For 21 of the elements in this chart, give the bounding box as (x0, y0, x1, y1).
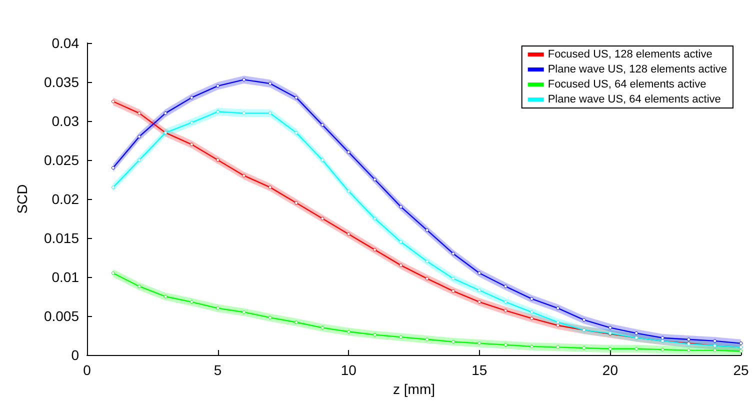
y-tick-label: 0.04 (52, 35, 80, 51)
x-tick-label: 25 (733, 362, 749, 378)
y-axis-title: SCD (14, 184, 30, 214)
legend-label: Plane wave US, 64 elements active (548, 94, 721, 106)
legend-label: Focused US, 128 elements active (548, 48, 712, 60)
y-tick-label: 0.025 (44, 152, 80, 168)
x-tick-label: 0 (83, 362, 92, 378)
y-tick-label: 0.03 (52, 113, 80, 129)
x-tick-label: 5 (214, 362, 222, 378)
y-tick-label: 0.01 (52, 269, 80, 285)
y-tick-label: 0.015 (44, 230, 80, 246)
y-tick-label: 0.035 (44, 74, 80, 90)
y-tick-label: 0.02 (52, 191, 80, 207)
legend-label: Plane wave US, 128 elements active (548, 64, 728, 76)
y-tick-label: 0.005 (44, 308, 80, 324)
legend-label: Focused US, 64 elements active (548, 78, 706, 90)
x-axis-title: z [mm] (393, 380, 435, 397)
x-tick-label: 15 (472, 362, 488, 378)
y-tick-label: 0 (71, 347, 80, 363)
x-tick-label: 10 (340, 362, 357, 378)
x-tick-label: 20 (602, 362, 618, 378)
